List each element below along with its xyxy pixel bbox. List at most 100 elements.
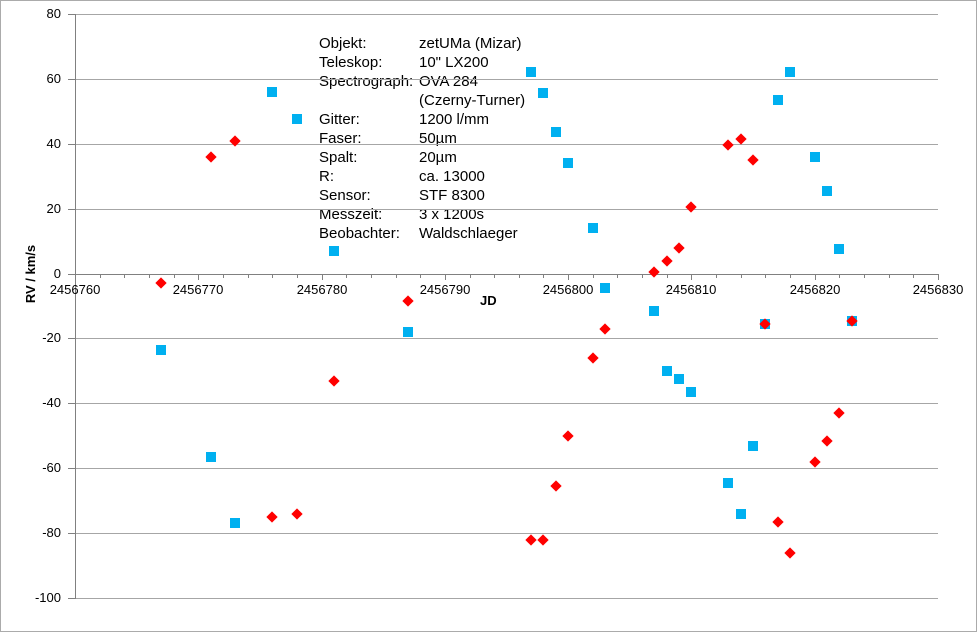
data-point-blue-square — [748, 441, 758, 451]
x-major-tick — [815, 275, 816, 280]
info-panel: Objekt: zetUMa (Mizar) Teleskop: 10" LX200 S… — [311, 33, 525, 244]
x-minor-tick — [223, 275, 224, 278]
y-axis-line — [75, 14, 76, 599]
data-point-blue-square — [267, 87, 277, 97]
x-major-tick — [322, 275, 323, 280]
data-point-red-diamond — [537, 534, 549, 546]
x-tick-label: 2456800 — [542, 282, 594, 297]
data-point-blue-square — [686, 387, 696, 397]
data-point-red-diamond — [722, 139, 734, 151]
y-tick — [68, 598, 75, 599]
x-minor-tick — [396, 275, 397, 278]
gridline — [75, 533, 938, 534]
data-point-blue-square — [156, 345, 166, 355]
x-tick-label: 2456820 — [789, 282, 841, 297]
data-point-red-diamond — [735, 133, 747, 145]
x-minor-tick — [839, 275, 840, 278]
data-point-blue-square — [785, 67, 795, 77]
info-value: Waldschlaeger — [419, 225, 518, 242]
y-tick — [68, 468, 75, 469]
info-value: 10" LX200 — [419, 54, 489, 71]
y-tick — [68, 403, 75, 404]
info-label: Gitter: — [319, 111, 360, 128]
data-point-blue-square — [600, 283, 610, 293]
y-tick-label: 60 — [46, 71, 61, 86]
gridline — [75, 403, 938, 404]
x-major-tick — [75, 275, 76, 280]
info-value: ca. 13000 — [419, 168, 485, 185]
x-minor-tick — [494, 275, 495, 278]
data-point-blue-square — [834, 244, 844, 254]
info-label: Spectrograph: — [319, 73, 414, 90]
data-point-blue-square — [329, 246, 339, 256]
data-point-red-diamond — [402, 295, 414, 307]
gridline — [75, 79, 938, 80]
x-tick-label: 2456760 — [49, 282, 101, 297]
gridline — [75, 468, 938, 469]
data-point-red-diamond — [685, 201, 697, 213]
x-major-tick — [691, 275, 692, 280]
data-point-red-diamond — [525, 534, 537, 546]
info-value: 50µm — [419, 130, 457, 147]
x-minor-tick — [371, 275, 372, 278]
y-tick-label: 40 — [46, 136, 61, 151]
x-tick-label: 2456770 — [172, 282, 224, 297]
data-point-blue-square — [206, 452, 216, 462]
data-point-red-diamond — [550, 480, 562, 492]
x-major-tick — [938, 275, 939, 280]
x-tick-label: 2456780 — [296, 282, 348, 297]
gridline — [75, 338, 938, 339]
data-point-red-diamond — [809, 456, 821, 468]
y-tick — [68, 14, 75, 15]
data-point-blue-square — [662, 366, 672, 376]
info-value: (Czerny-Turner) — [419, 92, 526, 109]
info-value: 20µm — [419, 149, 457, 166]
y-tick — [68, 209, 75, 210]
gridline — [75, 144, 938, 145]
info-label: Spalt: — [319, 149, 358, 166]
x-minor-tick — [248, 275, 249, 278]
data-point-red-diamond — [328, 375, 340, 387]
x-minor-tick — [667, 275, 668, 278]
info-value: OVA 284 — [419, 73, 478, 90]
y-tick-label: 20 — [46, 201, 61, 216]
data-point-blue-square — [674, 374, 684, 384]
data-point-blue-square — [773, 95, 783, 105]
data-point-blue-square — [563, 158, 573, 168]
x-minor-tick — [297, 275, 298, 278]
data-point-red-diamond — [587, 352, 599, 364]
data-point-blue-square — [649, 306, 659, 316]
x-minor-tick — [765, 275, 766, 278]
y-tick-label: -60 — [42, 460, 61, 475]
x-minor-tick — [470, 275, 471, 278]
x-minor-tick — [716, 275, 717, 278]
info-label: Sensor: — [319, 187, 371, 204]
x-major-tick — [445, 275, 446, 280]
data-point-red-diamond — [784, 547, 796, 559]
x-minor-tick — [741, 275, 742, 278]
x-minor-tick — [642, 275, 643, 278]
y-tick-label: -100 — [34, 590, 61, 605]
data-point-blue-square — [292, 114, 302, 124]
data-point-red-diamond — [562, 430, 574, 442]
data-point-red-diamond — [205, 151, 217, 163]
data-point-red-diamond — [648, 266, 660, 278]
x-minor-tick — [617, 275, 618, 278]
x-minor-tick — [124, 275, 125, 278]
x-minor-tick — [149, 275, 150, 278]
data-point-red-diamond — [266, 511, 278, 523]
data-point-blue-square — [538, 88, 548, 98]
y-tick-label: 80 — [46, 6, 61, 21]
data-point-blue-square — [526, 67, 536, 77]
info-label: Messzeit: — [319, 206, 383, 223]
data-point-red-diamond — [291, 508, 303, 520]
data-point-blue-square — [551, 127, 561, 137]
info-value: 3 x 1200s — [419, 206, 485, 223]
data-point-red-diamond — [747, 154, 759, 166]
y-tick — [68, 144, 75, 145]
y-tick-label: -80 — [42, 525, 61, 540]
y-tick — [68, 338, 75, 339]
data-point-blue-square — [588, 223, 598, 233]
y-tick-label: -20 — [42, 330, 61, 345]
